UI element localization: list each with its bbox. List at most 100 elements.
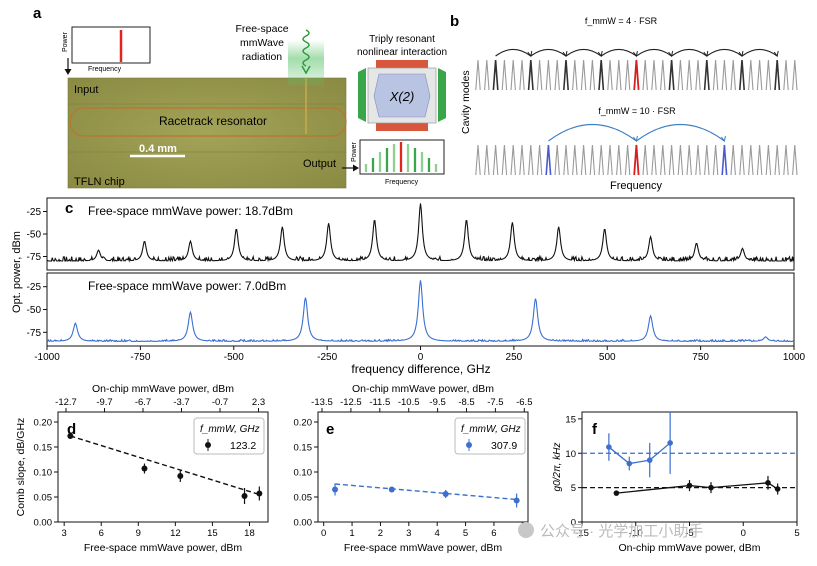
y-tick-label: 5 [571, 483, 576, 494]
data-point [177, 473, 184, 479]
x-tick-label: 250 [506, 352, 523, 363]
cavity-mode-line [651, 144, 657, 176]
x-tick-label: -750 [130, 352, 150, 363]
cavity-mode-line [756, 59, 763, 91]
y-tick-label: 0.15 [34, 443, 53, 454]
cavity-mode-line [484, 59, 490, 91]
cavity-mode-line [651, 59, 657, 91]
coupling-arrowhead [721, 135, 726, 143]
x-axis-label: On-chip mmWave power, dBm [619, 542, 761, 554]
coupling-arc [706, 48, 743, 57]
fit-line [70, 435, 260, 496]
cavity-mode-line [589, 59, 596, 91]
cavity-modes-label: Cavity modes [460, 70, 472, 134]
cavity-mode-line [519, 59, 525, 91]
cavity-mode-line [624, 59, 631, 91]
cavity-mode-line [721, 144, 728, 176]
data-point [626, 460, 633, 467]
data-point [686, 482, 693, 489]
y-tick-label: 0.00 [294, 518, 313, 529]
cavity-mode-line [695, 144, 701, 176]
x-tick-label: 15 [207, 528, 218, 539]
plot-frame [317, 411, 529, 523]
x-tick-label: 750 [692, 352, 709, 363]
coupling-arc [636, 48, 672, 57]
data-point [613, 490, 620, 496]
x-tick-label: 9 [136, 528, 141, 539]
cavity-mode-line [774, 59, 781, 91]
cavity-mode-line [721, 59, 728, 91]
cavity-mode-line [633, 144, 640, 176]
spectrum-trace [46, 280, 795, 343]
output-inset-frequency-label: Frequency [385, 179, 419, 186]
x-tick-label: 12 [170, 528, 181, 539]
y-tick-label: 0.20 [294, 418, 313, 429]
chip-label: TFLN chip [74, 176, 125, 188]
cavity-mode-line [616, 59, 622, 91]
cavity-mode-line [783, 144, 789, 176]
y-tick-label: 0.05 [294, 493, 313, 504]
top-x-tick-label: -13.5 [311, 397, 333, 408]
radiation-label-line1: Free-space [235, 23, 288, 35]
x-tick-label: 500 [599, 352, 616, 363]
panel-b-label-top: f_mmW = 4 · FSR [585, 16, 658, 26]
panel-letter-c: c [65, 200, 73, 217]
y-tick-label: 0.10 [294, 468, 313, 479]
panel-c: Free-space mmWave power: 18.7dBm Free-sp… [11, 197, 806, 376]
x-tick-label: -500 [224, 352, 244, 363]
cavity-mode-line [668, 144, 675, 176]
data-point [141, 465, 148, 472]
cavity-mode-line [554, 144, 560, 176]
cavity-mode-line [580, 144, 587, 176]
y-tick-label: 0 [571, 518, 576, 529]
cavity-mode-line [695, 59, 701, 91]
panel-letter-b: b [450, 13, 459, 30]
legend-box [193, 417, 265, 455]
coupling-arc [741, 48, 778, 57]
data-point [332, 486, 339, 493]
cavity-mode-line [528, 144, 534, 176]
x-tick-label: 1000 [783, 352, 806, 363]
x-tick-label: 0 [741, 528, 746, 539]
tfln-chip-photo [68, 78, 346, 188]
cavity-mode-line [712, 59, 719, 91]
coupling-arc [636, 124, 725, 142]
plot-frame [581, 411, 798, 523]
x-tick-label: -250 [317, 352, 337, 363]
coupling-arrowhead [773, 50, 779, 58]
interaction-label-line2: nonlinear interaction [357, 47, 447, 58]
cavity-mode-line [756, 144, 763, 176]
top-x-axis-label: On-chip mmWave power, dBm [352, 383, 494, 395]
x-tick-label: 3 [62, 528, 67, 539]
spectrum-x-label: frequency difference, GHz [351, 362, 490, 376]
cavity-mode-line [624, 144, 631, 176]
radiation-label-line2: mmWave [240, 37, 284, 49]
top-x-tick-label: -6.7 [135, 397, 151, 408]
data-point [606, 444, 612, 450]
data-point [646, 457, 653, 463]
top-x-tick-label: -8.5 [458, 397, 474, 408]
spectrum-top-title: Free-space mmWave power: 18.7dBm [88, 204, 293, 218]
y-tick-label: -75 [27, 252, 42, 263]
data-point [774, 486, 781, 492]
cavity-mode-line [704, 144, 710, 176]
cavity-mode-line [677, 144, 684, 176]
cavity-mode-line [580, 59, 587, 91]
cavity-mode-line [739, 59, 745, 91]
legend-series-label: 307.9 [491, 440, 517, 452]
panel-e: 0.000.050.100.150.2001234567-13.5-12.5-1… [294, 383, 533, 554]
cavity-mode-line [642, 59, 648, 91]
x-tick-label: -5 [685, 528, 693, 539]
y-axis-label: g0/2π, kHz [552, 443, 563, 492]
x-tick-label: 6 [491, 528, 496, 539]
coupling-arc [530, 48, 567, 57]
panel-b-frequency-label: Frequency [610, 180, 662, 192]
cavity-mode-line [572, 144, 578, 176]
cavity-mode-line [519, 144, 525, 176]
data-point [256, 490, 263, 497]
legend-box [454, 417, 526, 455]
cavity-mode-line [475, 144, 481, 176]
cavity-mode-line [642, 144, 648, 176]
cavity-mode-line [589, 144, 596, 176]
